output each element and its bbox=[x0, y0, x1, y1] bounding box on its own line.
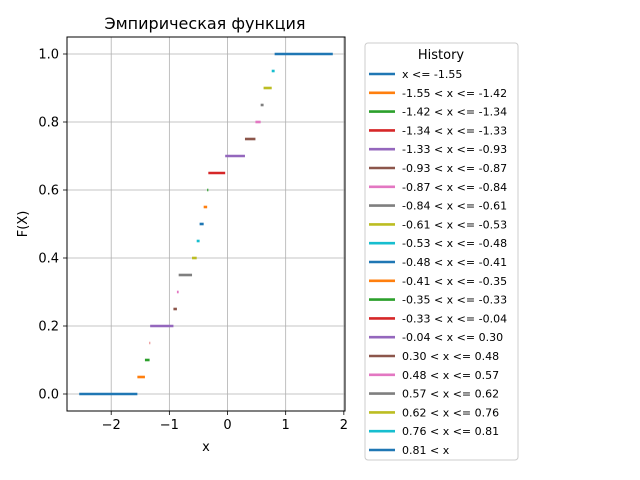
legend-label: 0.57 < x <= 0.62 bbox=[402, 388, 499, 401]
y-axis-ticks: 0.0 0.2 0.4 0.6 0.8 1.0 bbox=[38, 48, 67, 403]
legend-label: -0.04 < x <= 0.30 bbox=[402, 331, 503, 344]
y-tick-label: 0.4 bbox=[38, 252, 59, 267]
y-axis-label: F(X) bbox=[16, 211, 31, 238]
legend-label: -0.35 < x <= -0.33 bbox=[402, 294, 507, 307]
y-tick-label: 0.2 bbox=[38, 320, 59, 335]
legend-label: -0.41 < x <= -0.35 bbox=[402, 275, 507, 288]
legend-label: 0.81 < x bbox=[402, 444, 450, 457]
legend-label: 0.62 < x <= 0.76 bbox=[402, 406, 499, 419]
legend-label: -0.53 < x <= -0.48 bbox=[402, 237, 507, 250]
legend: History x <= -1.55 -1.55 < x <= -1.42 -1.4… bbox=[364, 42, 519, 461]
x-tick-label: 2 bbox=[340, 418, 348, 433]
legend-label: x <= -1.55 bbox=[402, 68, 462, 81]
legend-label: -1.34 < x <= -1.33 bbox=[402, 124, 507, 137]
legend-label: -0.33 < x <= -0.04 bbox=[402, 312, 507, 325]
x-tick-label: 0 bbox=[223, 418, 231, 433]
legend-label: -0.61 < x <= -0.53 bbox=[402, 218, 507, 231]
legend-label: -1.33 < x <= -0.93 bbox=[402, 143, 507, 156]
x-tick-label: −1 bbox=[160, 418, 179, 433]
legend-label: -1.42 < x <= -1.34 bbox=[402, 106, 507, 119]
legend-label: -0.48 < x <= -0.41 bbox=[402, 256, 507, 269]
legend-label: 0.30 < x <= 0.48 bbox=[402, 350, 499, 363]
legend-label: -0.93 < x <= -0.87 bbox=[402, 162, 507, 175]
legend-items: x <= -1.55 -1.55 < x <= -1.42 -1.42 < x <=… bbox=[369, 68, 507, 457]
x-axis-label: x bbox=[202, 440, 210, 455]
legend-label: 0.76 < x <= 0.81 bbox=[402, 425, 499, 438]
x-tick-label: 1 bbox=[282, 418, 290, 433]
legend-box bbox=[364, 42, 519, 461]
x-axis-ticks: −2 −1 0 1 2 bbox=[102, 411, 348, 433]
y-tick-label: 0.0 bbox=[38, 388, 59, 403]
y-tick-label: 0.8 bbox=[38, 116, 59, 131]
plot-area: −2 −1 0 1 2 0.0 0.2 0.4 0.6 0.8 1.0 bbox=[38, 36, 348, 433]
plot-background bbox=[67, 37, 345, 411]
data-segments bbox=[79, 52, 333, 396]
legend-label: -0.84 < x <= -0.61 bbox=[402, 200, 507, 213]
x-tick-label: −2 bbox=[102, 418, 121, 433]
legend-title: History bbox=[418, 48, 465, 63]
legend-label: -1.55 < x <= -1.42 bbox=[402, 87, 507, 100]
legend-label: -0.87 < x <= -0.84 bbox=[402, 181, 507, 194]
y-tick-label: 0.6 bbox=[38, 184, 59, 199]
y-tick-label: 1.0 bbox=[38, 48, 59, 63]
legend-label: 0.48 < x <= 0.57 bbox=[402, 369, 499, 382]
chart-title: Эмпирическая функция bbox=[104, 14, 305, 33]
plot-frame bbox=[66, 36, 346, 412]
